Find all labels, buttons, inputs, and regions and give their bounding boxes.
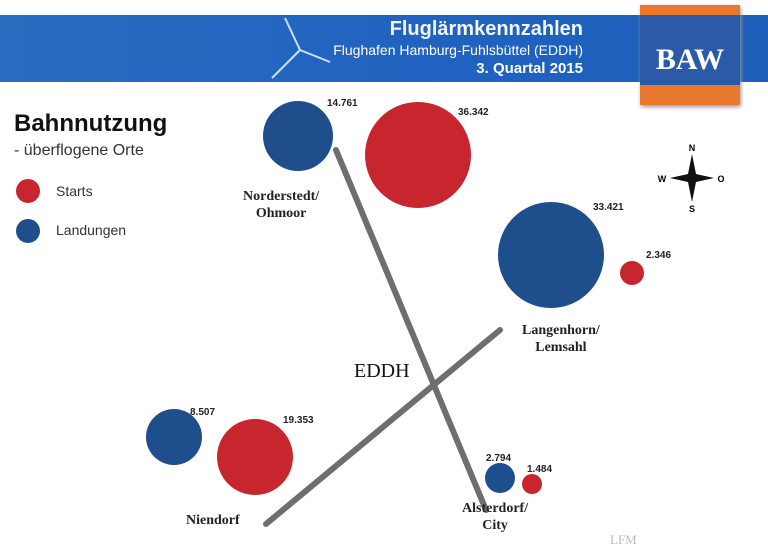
compass-s: S bbox=[689, 204, 695, 214]
legend-landungen-label: Landungen bbox=[56, 222, 127, 238]
value-landungen-norderstedt: 14.761 bbox=[327, 98, 358, 109]
header-period: 3. Quartal 2015 bbox=[476, 60, 583, 77]
bubble-starts-langenhorn bbox=[620, 261, 644, 285]
place-niendorf: Niendorf bbox=[186, 513, 240, 528]
bubble-starts-alsterdorf bbox=[522, 474, 542, 494]
page-title: Bahnnutzung bbox=[14, 110, 168, 137]
bubble-landungen-alsterdorf bbox=[485, 463, 515, 493]
value-starts-alsterdorf: 1.484 bbox=[527, 464, 553, 475]
legend-starts-swatch bbox=[16, 179, 40, 203]
runway-sw-ne bbox=[263, 327, 503, 527]
bubble-landungen-langenhorn bbox=[498, 202, 604, 308]
plane-icon bbox=[271, 17, 331, 79]
header-title: Fluglärmkennzahlen bbox=[389, 18, 583, 40]
place-langenhorn: Langenhorn/ Lemsahl bbox=[522, 323, 600, 355]
runway-nw-se bbox=[333, 147, 489, 513]
value-landungen-alsterdorf: 2.794 bbox=[486, 453, 512, 464]
header-airport: Flughafen Hamburg-Fuhlsbüttel (EDDH) bbox=[333, 42, 583, 58]
compass-n: N bbox=[689, 143, 696, 153]
runways bbox=[263, 147, 503, 527]
bubble-starts-niendorf bbox=[217, 419, 293, 495]
page-subtitle: - überflogene Orte bbox=[14, 142, 144, 159]
value-starts-norderstedt: 36.342 bbox=[458, 107, 489, 118]
place-norderstedt: Norderstedt/ Ohmoor bbox=[243, 189, 320, 221]
bubble-starts-norderstedt bbox=[365, 102, 471, 208]
compass-w: W bbox=[658, 174, 667, 184]
bubble-landungen-niendorf bbox=[146, 409, 202, 465]
watermark: LFM bbox=[610, 532, 637, 547]
bubble-landungen-norderstedt bbox=[263, 101, 333, 171]
value-landungen-niendorf: 8.507 bbox=[190, 407, 216, 418]
compass-o: O bbox=[717, 174, 724, 184]
airport-label: EDDH bbox=[354, 360, 410, 382]
value-landungen-langenhorn: 33.421 bbox=[593, 202, 624, 213]
baw-logo: BAW bbox=[640, 5, 740, 105]
value-starts-langenhorn: 2.346 bbox=[646, 250, 672, 261]
legend-landungen-swatch bbox=[16, 219, 40, 243]
legend-starts-label: Starts bbox=[56, 183, 93, 199]
compass-icon bbox=[670, 154, 714, 202]
value-starts-niendorf: 19.353 bbox=[283, 415, 314, 426]
bubbles bbox=[146, 101, 644, 495]
place-alsterdorf: Alsterdorf/ City bbox=[462, 501, 529, 533]
